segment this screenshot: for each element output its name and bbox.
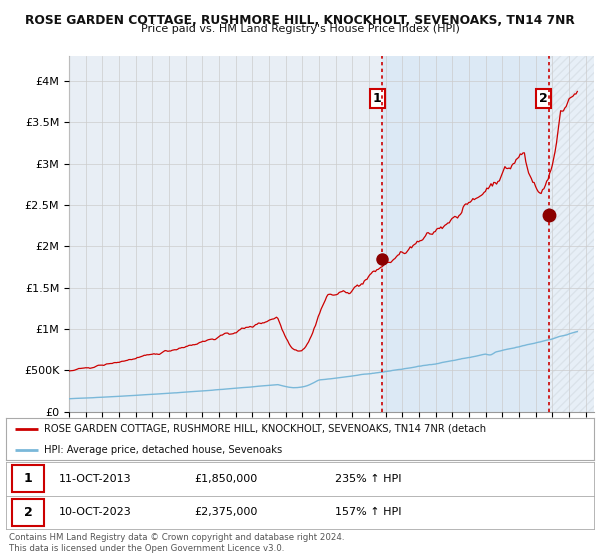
Text: 10-OCT-2023: 10-OCT-2023 [59, 507, 131, 517]
Text: £2,375,000: £2,375,000 [194, 507, 257, 517]
Text: 2: 2 [23, 506, 32, 519]
Text: Contains HM Land Registry data © Crown copyright and database right 2024.
This d: Contains HM Land Registry data © Crown c… [9, 533, 344, 553]
Text: ROSE GARDEN COTTAGE, RUSHMORE HILL, KNOCKHOLT, SEVENOAKS, TN14 7NR (detach: ROSE GARDEN COTTAGE, RUSHMORE HILL, KNOC… [44, 424, 487, 434]
Bar [382, 56, 549, 412]
Bar [549, 56, 594, 412]
Text: 1: 1 [23, 472, 32, 486]
Bar [12, 499, 44, 526]
Text: Price paid vs. HM Land Registry's House Price Index (HPI): Price paid vs. HM Land Registry's House … [140, 24, 460, 34]
Text: 11-OCT-2013: 11-OCT-2013 [59, 474, 131, 484]
Bar [12, 465, 44, 492]
Bar [69, 56, 382, 412]
Bar [549, 56, 594, 412]
Text: ROSE GARDEN COTTAGE, RUSHMORE HILL, KNOCKHOLT, SEVENOAKS, TN14 7NR: ROSE GARDEN COTTAGE, RUSHMORE HILL, KNOC… [25, 14, 575, 27]
Text: 157% ↑ HPI: 157% ↑ HPI [335, 507, 402, 517]
Text: HPI: Average price, detached house, Sevenoaks: HPI: Average price, detached house, Seve… [44, 445, 283, 455]
Text: 2: 2 [539, 92, 548, 105]
Text: £1,850,000: £1,850,000 [194, 474, 257, 484]
Text: 235% ↑ HPI: 235% ↑ HPI [335, 474, 402, 484]
Text: 1: 1 [373, 92, 382, 105]
